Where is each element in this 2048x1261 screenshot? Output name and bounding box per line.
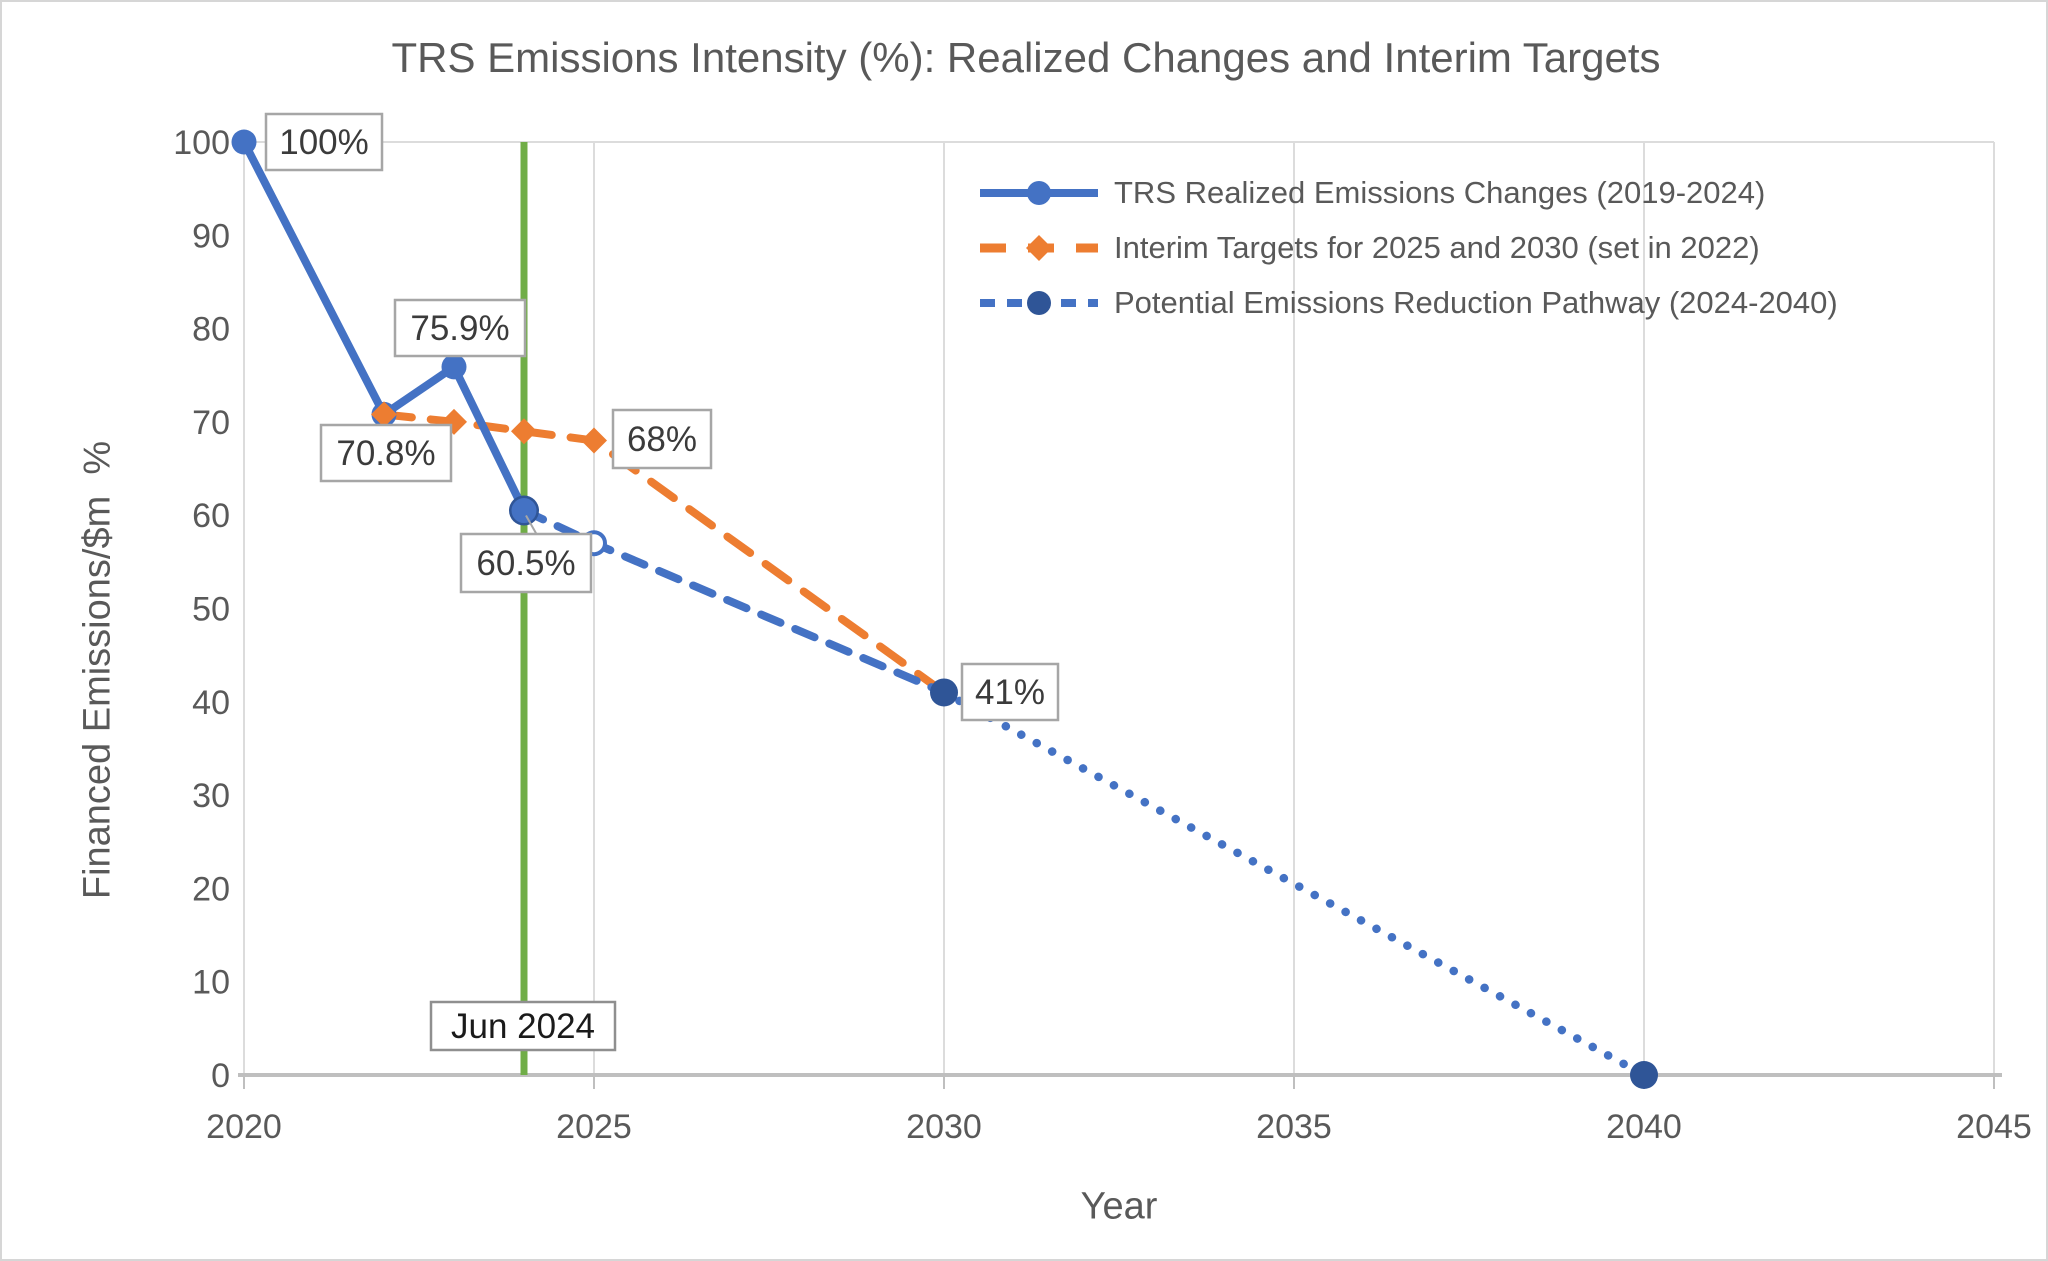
- legend-item-realized: TRS Realized Emissions Changes (2019-202…: [978, 165, 1838, 220]
- data-label-41%: 41%: [975, 673, 1045, 712]
- x-tick-label-2020: 2020: [206, 1108, 282, 1146]
- legend-label-pathway: Potential Emissions Reduction Pathway (2…: [1114, 284, 1838, 320]
- legend-sample-targets-line: [980, 234, 1098, 261]
- realized-marker-2023: [441, 354, 467, 380]
- pathway-marker-2030: [930, 678, 958, 707]
- legend-label-targets: Interim Targets for 2025 and 2030 (set i…: [1114, 229, 1760, 265]
- data-label-75.9%: 75.9%: [410, 309, 509, 348]
- x-tick-label-2030: 2030: [906, 1108, 982, 1146]
- targets-marker-2022: [371, 401, 397, 428]
- x-tick-label-2045: 2045: [1956, 1108, 2032, 1146]
- y-tick-label-60: 60: [192, 497, 230, 535]
- legend-item-targets: Interim Targets for 2025 and 2030 (set i…: [978, 220, 1838, 275]
- y-tick-label-90: 90: [192, 217, 230, 255]
- realized-line: [240, 140, 528, 513]
- y-tick-label-80: 80: [192, 311, 230, 349]
- x-tick-label-2040: 2040: [1606, 1108, 1682, 1146]
- x-axis-title: Year: [1080, 1185, 1158, 1228]
- y-tick-label-50: 50: [192, 591, 230, 629]
- y-tick-label-40: 40: [192, 684, 230, 722]
- realized-marker-2024: [511, 498, 537, 524]
- legend-sample-realized-line: [980, 180, 1098, 205]
- y-tick-label-70: 70: [192, 404, 230, 442]
- vline-label-jun-2024: Jun 2024: [451, 1007, 595, 1046]
- data-label-box-70.8%: [319, 423, 453, 483]
- data-label-60.5%: 60.5%: [476, 544, 575, 583]
- pathway-dotted-line: [939, 688, 1649, 1080]
- y-tick-label-0: 0: [211, 1057, 230, 1095]
- leader-line-60-5: [525, 515, 538, 536]
- data-label-box-100%: [264, 112, 384, 172]
- legend-item-pathway: Potential Emissions Reduction Pathway (2…: [978, 275, 1838, 330]
- legend-sample-pathway-line: [980, 290, 1098, 315]
- y-tick-label-100: 100: [173, 124, 230, 162]
- vline-label-box: [429, 1000, 617, 1052]
- y-tick-label-10: 10: [192, 964, 230, 1002]
- data-label-box-75.9%: [393, 298, 527, 358]
- y-axis-title: Financed Emissions/$m %: [76, 440, 119, 900]
- targets-marker-2025: [581, 427, 607, 454]
- legend-label-realized: TRS Realized Emissions Changes (2019-202…: [1114, 174, 1766, 210]
- y-tick-label-30: 30: [192, 777, 230, 815]
- targets-marker-2024: [511, 418, 537, 445]
- data-label-box-41%: [960, 662, 1060, 722]
- x-tick-label-2025: 2025: [556, 1108, 632, 1146]
- data-label-box-68%: [611, 408, 713, 470]
- data-label-68%: 68%: [627, 420, 697, 459]
- data-label-box-60.5%: [459, 532, 593, 594]
- data-label-70.8%: 70.8%: [336, 434, 435, 473]
- chart-title: TRS Emissions Intensity (%): Realized Ch…: [391, 34, 1661, 81]
- y-tick-label-20: 20: [192, 870, 230, 908]
- realized-marker-2020: [231, 129, 257, 155]
- x-tick-label-2035: 2035: [1256, 1108, 1332, 1146]
- legend: TRS Realized Emissions Changes (2019-202…: [978, 165, 1838, 330]
- data-label-100%: 100%: [279, 123, 369, 162]
- pathway-marker-2040: [1630, 1061, 1658, 1089]
